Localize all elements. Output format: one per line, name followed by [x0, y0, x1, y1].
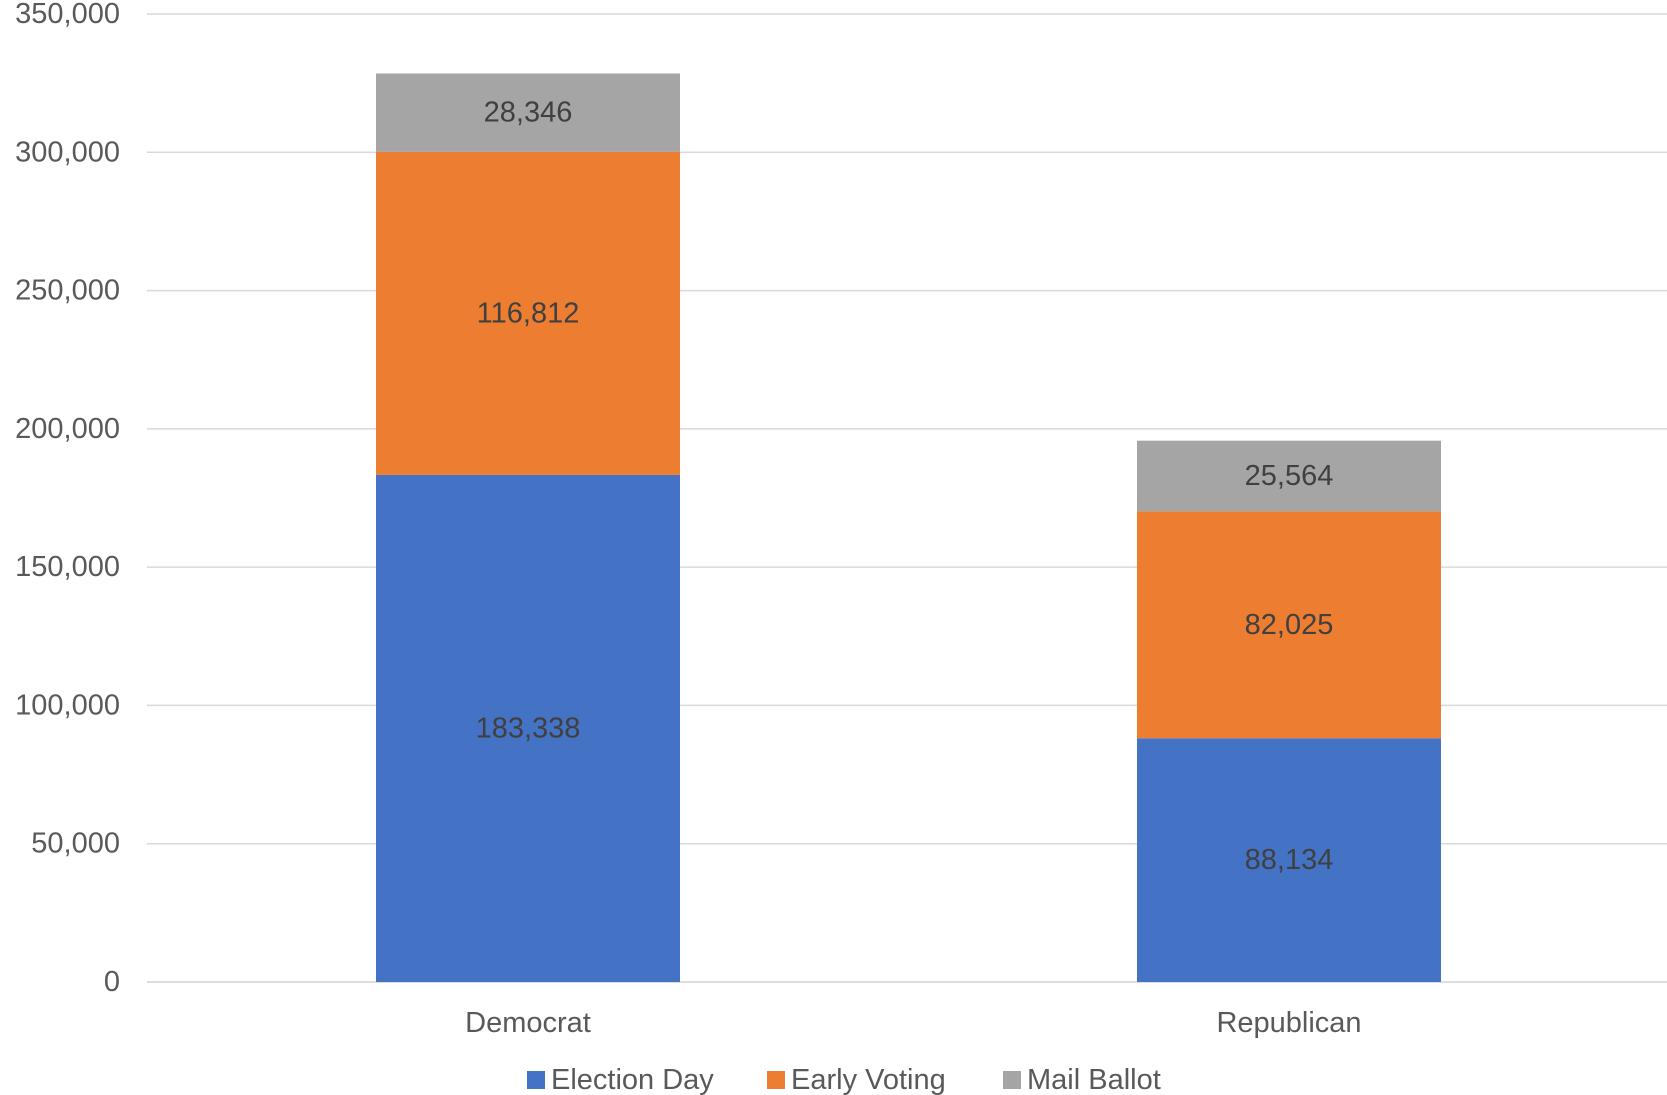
y-axis-tick-labels: 0 50,000 100,000 150,000 200,000 250,000 300,0…: [15, 0, 120, 998]
y-tick-label: 250,000: [15, 275, 120, 307]
y-tick-label: 0: [104, 966, 120, 998]
legend-label: Election Day: [551, 1064, 714, 1095]
x-category-label: Republican: [1216, 1007, 1361, 1039]
data-label: 25,564: [1245, 460, 1334, 492]
legend-item-early-voting: Early Voting: [767, 1064, 946, 1095]
bar-segment-election-day: [1137, 738, 1441, 982]
y-tick-label: 100,000: [15, 689, 120, 721]
data-label: 82,025: [1245, 609, 1334, 641]
bar-segment-mail-ballot: [376, 73, 680, 152]
legend-swatch: [527, 1071, 545, 1089]
legend: Election Day Early Voting Mail Ballot: [527, 1064, 1161, 1095]
y-tick-label: 350,000: [15, 0, 120, 30]
y-tick-label: 150,000: [15, 551, 120, 583]
bars: [376, 73, 1441, 982]
legend-swatch: [1003, 1071, 1021, 1089]
bar-segment-mail-ballot: [1137, 440, 1441, 512]
legend-item-election-day: Election Day: [527, 1064, 714, 1095]
y-tick-label: 300,000: [15, 136, 120, 168]
y-tick-label: 200,000: [15, 413, 120, 445]
bar-segment-early-voting: [376, 151, 680, 475]
data-label: 116,812: [477, 297, 580, 329]
data-label: 28,346: [484, 97, 573, 129]
legend-swatch: [767, 1071, 785, 1089]
data-labels: 183,338 116,812 28,346 88,134 82,025 25,564: [476, 97, 1334, 876]
bar-segment-election-day: [376, 474, 680, 982]
bar-segment-early-voting: [1137, 511, 1441, 739]
y-tick-label: 50,000: [31, 828, 120, 860]
legend-label: Mail Ballot: [1027, 1064, 1161, 1095]
legend-label: Early Voting: [791, 1064, 946, 1095]
data-label: 183,338: [476, 712, 581, 744]
legend-item-mail-ballot: Mail Ballot: [1003, 1064, 1161, 1095]
x-axis-category-labels: Democrat Republican: [465, 1007, 1361, 1039]
x-category-label: Democrat: [465, 1007, 591, 1039]
data-label: 88,134: [1245, 844, 1334, 876]
